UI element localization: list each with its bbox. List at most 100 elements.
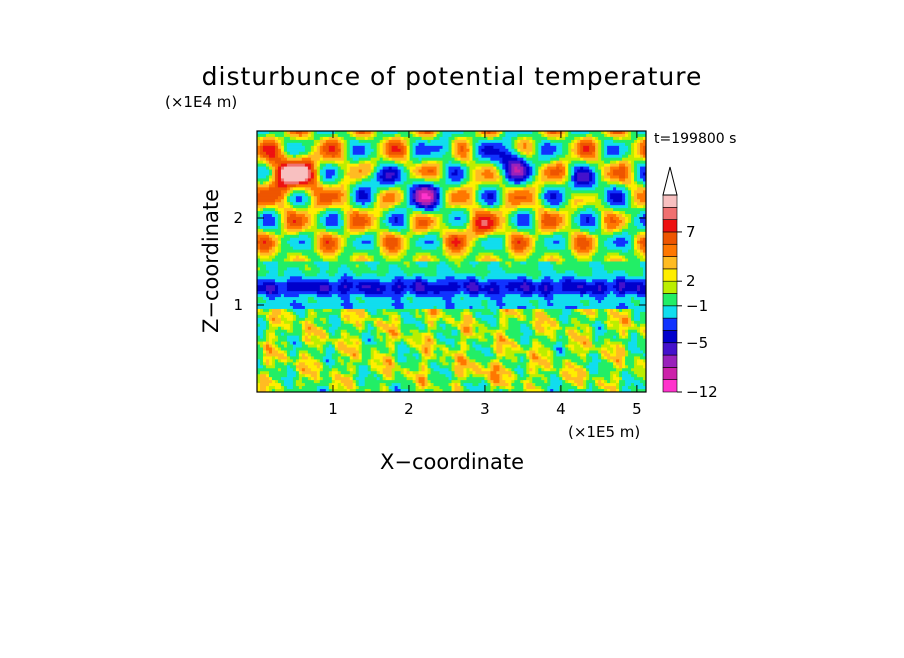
contour-cell xyxy=(310,148,315,153)
contour-cell xyxy=(511,240,518,245)
contour-cell xyxy=(346,332,351,337)
contour-cell xyxy=(361,240,372,245)
contour-cell xyxy=(550,314,560,319)
contour-cell xyxy=(289,205,294,209)
contour-cell xyxy=(304,145,312,150)
contour-cell xyxy=(424,308,429,313)
contour-cell xyxy=(280,148,285,153)
contour-cell xyxy=(493,288,500,292)
contour-cell xyxy=(259,190,282,194)
contour-cell xyxy=(448,214,468,218)
contour-cell xyxy=(352,276,396,280)
contour-cell xyxy=(292,320,300,325)
contour-cell xyxy=(400,172,408,177)
contour-cell xyxy=(556,148,563,153)
contour-cell xyxy=(274,317,282,322)
contour-cell xyxy=(418,157,423,162)
contour-cell xyxy=(322,350,327,355)
contour-cell xyxy=(472,193,477,197)
contour-cell xyxy=(454,371,465,375)
contour-cell xyxy=(469,160,477,165)
contour-cell xyxy=(265,264,279,269)
contour-cell xyxy=(376,288,381,292)
contour-cell xyxy=(616,279,626,283)
contour-cell xyxy=(607,190,623,194)
contour-cell xyxy=(277,240,282,245)
contour-cell xyxy=(382,356,393,360)
contour-cell xyxy=(316,273,330,277)
contour-cell xyxy=(316,175,321,180)
contour-cell xyxy=(289,196,297,200)
contour-cell xyxy=(280,347,294,352)
contour-cell xyxy=(415,145,444,150)
contour-cell xyxy=(514,148,518,153)
contour-cell xyxy=(301,252,318,257)
contour-cell xyxy=(301,356,309,360)
contour-cell xyxy=(505,131,533,135)
contour-cell xyxy=(364,228,369,233)
contour-cell xyxy=(277,166,282,171)
contour-cell xyxy=(436,311,441,316)
contour-cell xyxy=(538,356,542,360)
contour-cell xyxy=(274,133,285,138)
contour-cell xyxy=(298,151,309,156)
contour-cell xyxy=(367,252,381,257)
contour-cell xyxy=(556,163,563,168)
contour-cell xyxy=(502,350,506,355)
contour-cell xyxy=(280,243,291,248)
contour-cell xyxy=(427,160,438,165)
contour-cell xyxy=(280,142,285,147)
contour-cell xyxy=(625,282,644,286)
contour-cell xyxy=(310,217,315,221)
contour-cell xyxy=(511,261,521,266)
contour-cell xyxy=(271,362,276,366)
contour-cell xyxy=(607,228,614,233)
contour-cell xyxy=(571,172,575,177)
contour-cell xyxy=(550,169,563,174)
contour-cell xyxy=(496,193,500,197)
contour-cell xyxy=(394,300,402,304)
contour-cell xyxy=(628,326,641,331)
contour-cell xyxy=(376,267,390,271)
contour-cell xyxy=(643,365,646,369)
contour-cell xyxy=(454,303,483,307)
contour-cell xyxy=(568,338,572,343)
contour-cell xyxy=(553,160,557,165)
contour-cell xyxy=(469,308,491,313)
contour-cell xyxy=(541,214,545,218)
contour-cell xyxy=(370,169,375,174)
contour-cell xyxy=(532,240,536,245)
contour-cell xyxy=(379,139,384,144)
contour-cell xyxy=(403,294,417,298)
contour-cell xyxy=(589,219,596,224)
contour-cell xyxy=(448,145,453,150)
contour-cell xyxy=(550,362,554,366)
contour-cell xyxy=(439,193,444,197)
contour-cell xyxy=(598,208,614,212)
contour-cell xyxy=(325,317,330,322)
contour-cell xyxy=(565,222,569,227)
contour-cell xyxy=(547,326,551,331)
contour-cell xyxy=(631,175,635,180)
contour-cell xyxy=(394,329,399,334)
contour-cell xyxy=(328,314,339,319)
contour-cell xyxy=(346,202,351,206)
contour-cell xyxy=(268,231,276,236)
contour-cell xyxy=(373,169,378,174)
contour-cell xyxy=(400,314,414,319)
contour-cell xyxy=(364,202,372,206)
contour-cell xyxy=(592,139,596,144)
contour-cell xyxy=(388,249,399,254)
contour-cell xyxy=(262,139,276,144)
contour-cell xyxy=(274,288,279,292)
contour-cell xyxy=(463,368,468,372)
contour-cell xyxy=(295,300,309,304)
contour-cell xyxy=(376,160,396,165)
contour-cell xyxy=(415,291,429,295)
contour-cell xyxy=(490,169,497,174)
contour-cell xyxy=(589,243,593,248)
contour-cell xyxy=(454,151,459,156)
contour-cell xyxy=(286,217,303,221)
contour-cell xyxy=(445,231,477,236)
contour-cell xyxy=(421,362,426,366)
